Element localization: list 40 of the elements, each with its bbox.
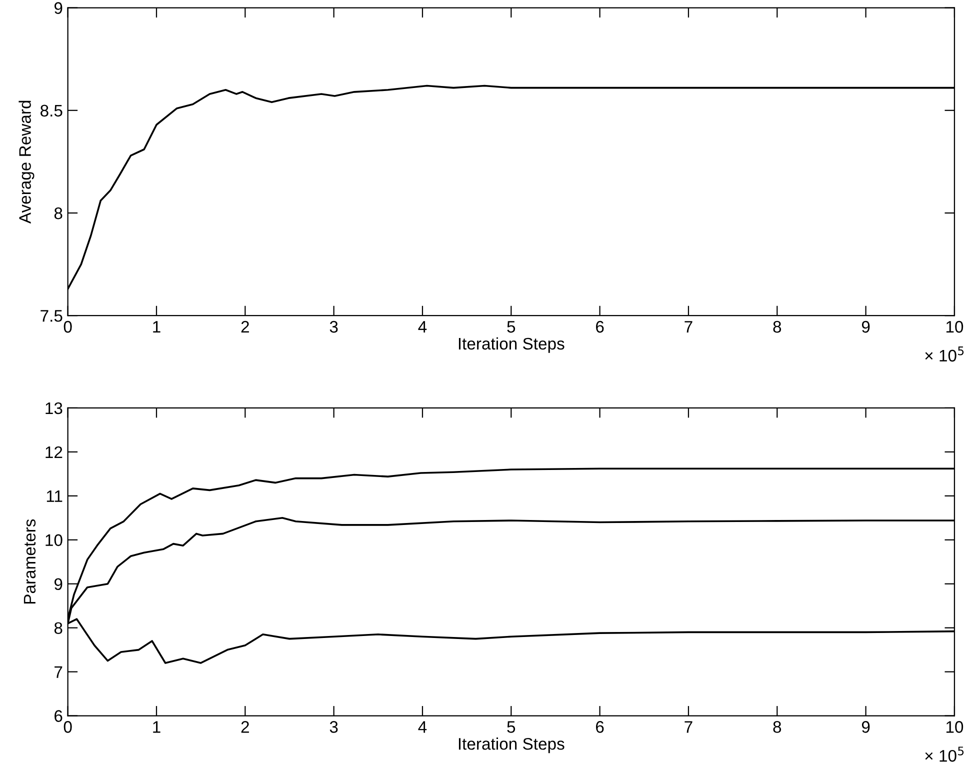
y-tick-label: 9 bbox=[54, 578, 62, 590]
x-tick-label: 3 bbox=[330, 721, 338, 733]
x-tick-label: 5 bbox=[507, 721, 516, 733]
x-tick-label: 0 bbox=[64, 721, 72, 733]
x-tick-label: 7 bbox=[684, 721, 692, 733]
x-tick-label: 10 bbox=[946, 320, 964, 333]
y-tick-label: 10 bbox=[46, 534, 62, 546]
x-tick-label: 3 bbox=[330, 320, 338, 333]
x-tick-label: 8 bbox=[773, 721, 782, 733]
x-tick-label: 4 bbox=[418, 321, 427, 333]
text: × 10$^{5}$ bbox=[925, 746, 964, 762]
x-tick-label: 2 bbox=[241, 320, 249, 333]
y-axis-title: Average Reward bbox=[18, 100, 34, 224]
x-axis-title: Iteration Steps bbox=[458, 337, 564, 353]
y-tick-label: 8 bbox=[54, 207, 62, 220]
y-tick-label: 11 bbox=[46, 490, 62, 502]
x-tick-label: 5 bbox=[507, 321, 516, 333]
y-axis-title: Parameters bbox=[24, 519, 36, 604]
x-tick-label: 6 bbox=[596, 721, 604, 733]
x-tick-label: 9 bbox=[862, 721, 870, 733]
y-tick-label: 8 bbox=[54, 622, 62, 634]
x-tick-label: 10 bbox=[946, 721, 964, 733]
y-tick-label: 13 bbox=[46, 402, 62, 414]
y-tick-label: 7.5 bbox=[40, 310, 62, 322]
x-tick-label: 4 bbox=[418, 721, 427, 733]
x-tick-label: 8 bbox=[773, 320, 782, 333]
y-tick-label: 7 bbox=[54, 666, 62, 678]
x-axis-title: Iteration Steps bbox=[458, 738, 564, 754]
y-tick-label: 6 bbox=[54, 710, 62, 722]
y-tick-label: 8.5 bbox=[40, 104, 62, 117]
y-tick-label: 9 bbox=[54, 2, 62, 14]
x-tick-label: 9 bbox=[862, 320, 870, 333]
text: × 10$^{5}$ bbox=[925, 346, 964, 362]
x-tick-label: 1 bbox=[153, 721, 160, 733]
x-tick-label: 6 bbox=[596, 320, 604, 333]
x-tick-label: 1 bbox=[153, 321, 160, 333]
x-tick-label: 2 bbox=[241, 721, 249, 733]
y-tick-label: 12 bbox=[46, 446, 62, 458]
x-tick-label: 0 bbox=[64, 320, 72, 333]
x-tick-label: 7 bbox=[684, 321, 692, 333]
